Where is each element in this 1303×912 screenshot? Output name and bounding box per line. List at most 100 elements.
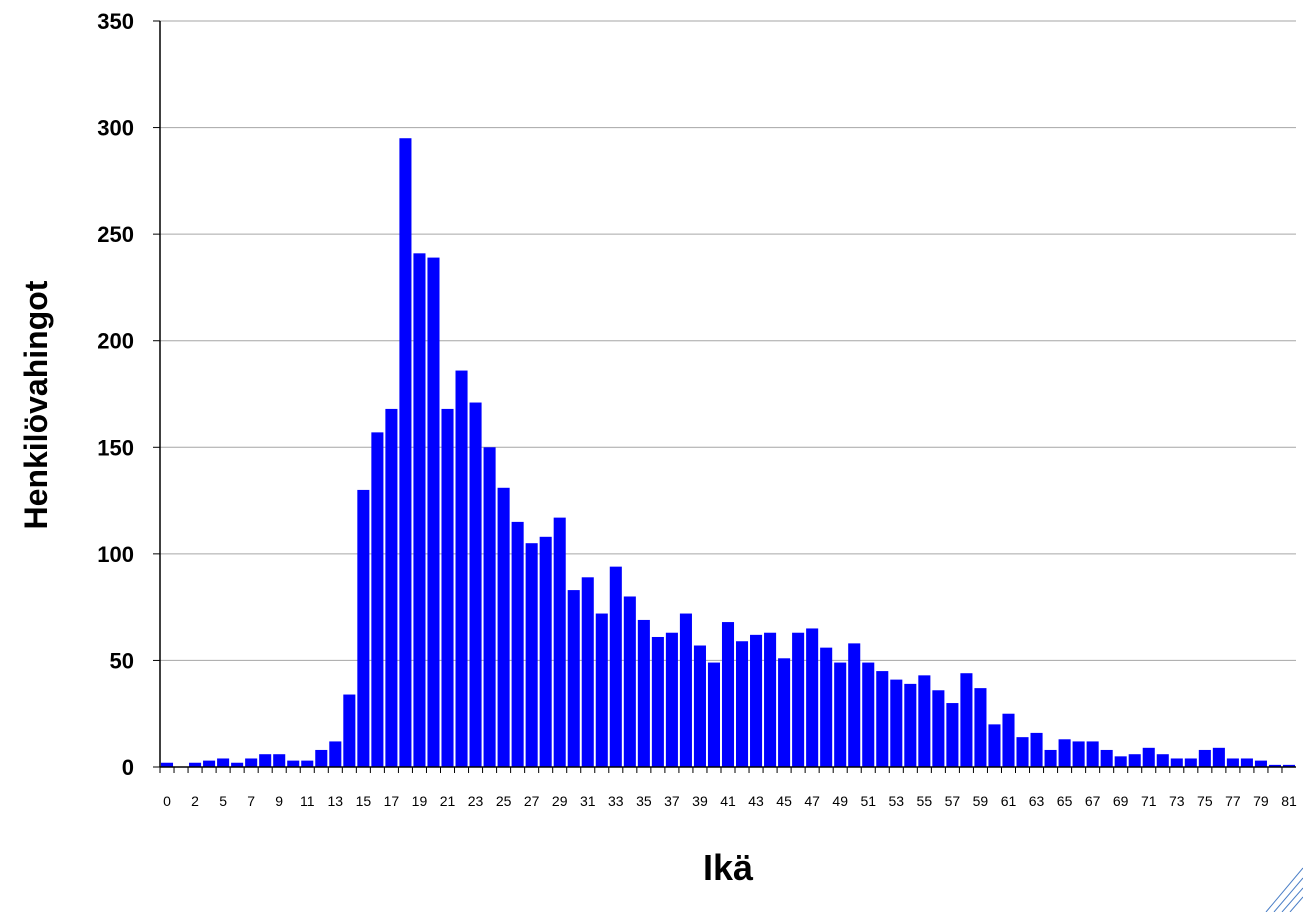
x-tick-label: 61 (1001, 793, 1017, 809)
x-tick-label: 23 (468, 793, 484, 809)
x-tick-label: 49 (832, 793, 848, 809)
gridlines (160, 20, 1296, 661)
bar-2 (189, 762, 202, 767)
x-tick-label: 43 (748, 793, 764, 809)
y-tick-label: 50 (110, 648, 134, 673)
x-axis-title: Ikä (703, 847, 754, 888)
y-tick-label: 0 (122, 755, 134, 780)
x-tick-label: 81 (1281, 793, 1297, 809)
bar-22 (455, 370, 468, 767)
bars (160, 138, 1296, 768)
bar-31 (581, 577, 594, 767)
x-tick-label: 59 (973, 793, 989, 809)
x-tick-label: 11 (300, 793, 315, 809)
bar-55 (918, 675, 931, 767)
bar-79 (1254, 760, 1267, 767)
bar-40 (707, 662, 721, 767)
bar-8 (259, 754, 272, 767)
decorative-stripes-icon (1265, 867, 1303, 912)
bar-47 (806, 628, 819, 767)
bar-37 (665, 632, 678, 767)
bar-62 (1016, 737, 1029, 767)
x-tick-label: 27 (524, 793, 540, 809)
bar-5 (217, 758, 230, 767)
bar-32 (595, 613, 608, 767)
bar-59 (974, 688, 987, 767)
x-tick-label: 13 (328, 793, 344, 809)
bar-15 (357, 489, 370, 767)
x-tick-label: 2 (191, 793, 199, 809)
bar-67 (1086, 741, 1099, 767)
x-tick-label: 71 (1141, 793, 1157, 809)
x-tick-label: 29 (552, 793, 568, 809)
x-tick-labels: 0 2 5 7 9 11 13 15 17 19 21 23 25 27 29 31 33 35 37 39 41 43 4… (163, 793, 1297, 809)
bar-20 (427, 257, 440, 767)
bar-12 (315, 749, 328, 767)
bar-49 (834, 662, 847, 767)
bar-0 (160, 762, 174, 767)
x-tick-label: 65 (1057, 793, 1073, 809)
bar-25 (497, 487, 510, 767)
bar-53 (890, 679, 903, 767)
bar-16 (371, 432, 384, 767)
bar-19 (413, 253, 426, 768)
x-tick-label: 51 (860, 793, 876, 809)
bar-74 (1184, 758, 1197, 767)
bar-14 (343, 694, 356, 767)
bar-81 (1282, 764, 1296, 767)
x-tick-label: 35 (636, 793, 652, 809)
bar-34 (623, 596, 636, 767)
x-tick-label: 67 (1085, 793, 1101, 809)
bar-73 (1170, 758, 1183, 767)
y-tick-label: 200 (97, 329, 134, 354)
bar-26 (511, 521, 524, 767)
x-tick-label: 39 (692, 793, 708, 809)
bar-29 (553, 517, 566, 767)
bar-48 (820, 647, 833, 767)
x-tick-label: 7 (247, 793, 255, 809)
bar-17 (385, 408, 398, 767)
x-tick-label: 25 (496, 793, 512, 809)
bar-9 (273, 754, 286, 767)
bar-76 (1212, 747, 1225, 767)
x-tick-label: 9 (275, 793, 283, 809)
x-tick-label: 37 (664, 793, 680, 809)
bar-52 (876, 671, 889, 767)
bar-65 (1058, 739, 1071, 767)
bar-78 (1240, 758, 1253, 767)
bar-44 (764, 632, 777, 767)
bar-56 (932, 690, 945, 767)
bar-75 (1198, 749, 1211, 767)
bar-30 (567, 590, 580, 767)
bar-10 (287, 760, 300, 767)
bar-61 (1002, 713, 1015, 767)
bar-45 (778, 658, 791, 767)
x-tick-label: 45 (776, 793, 792, 809)
y-tick-label: 100 (97, 542, 134, 567)
bar-39 (693, 645, 706, 767)
y-axis-title: Henkilövahingot (18, 280, 54, 529)
bar-63 (1030, 732, 1043, 767)
y-tick-label: 350 (97, 9, 134, 34)
x-tick-label: 63 (1029, 793, 1045, 809)
bar-68 (1100, 749, 1113, 767)
bar-13 (329, 741, 342, 767)
x-tick-label: 79 (1253, 793, 1269, 809)
bar-6 (231, 762, 244, 767)
x-tick-label: 75 (1197, 793, 1213, 809)
bar-80 (1268, 764, 1281, 767)
bar-36 (651, 636, 664, 767)
x-tick-label: 53 (889, 793, 905, 809)
bar-71 (1142, 747, 1155, 767)
bar-64 (1044, 749, 1057, 767)
x-tick-label: 31 (580, 793, 596, 809)
bar-58 (960, 673, 973, 767)
x-tick-label: 77 (1225, 793, 1241, 809)
x-tick-label: 69 (1113, 793, 1129, 809)
bar-7 (245, 758, 258, 767)
bar-46 (792, 632, 805, 767)
bar-43 (750, 634, 763, 767)
bar-72 (1156, 754, 1169, 767)
y-tick-label: 250 (97, 222, 134, 247)
